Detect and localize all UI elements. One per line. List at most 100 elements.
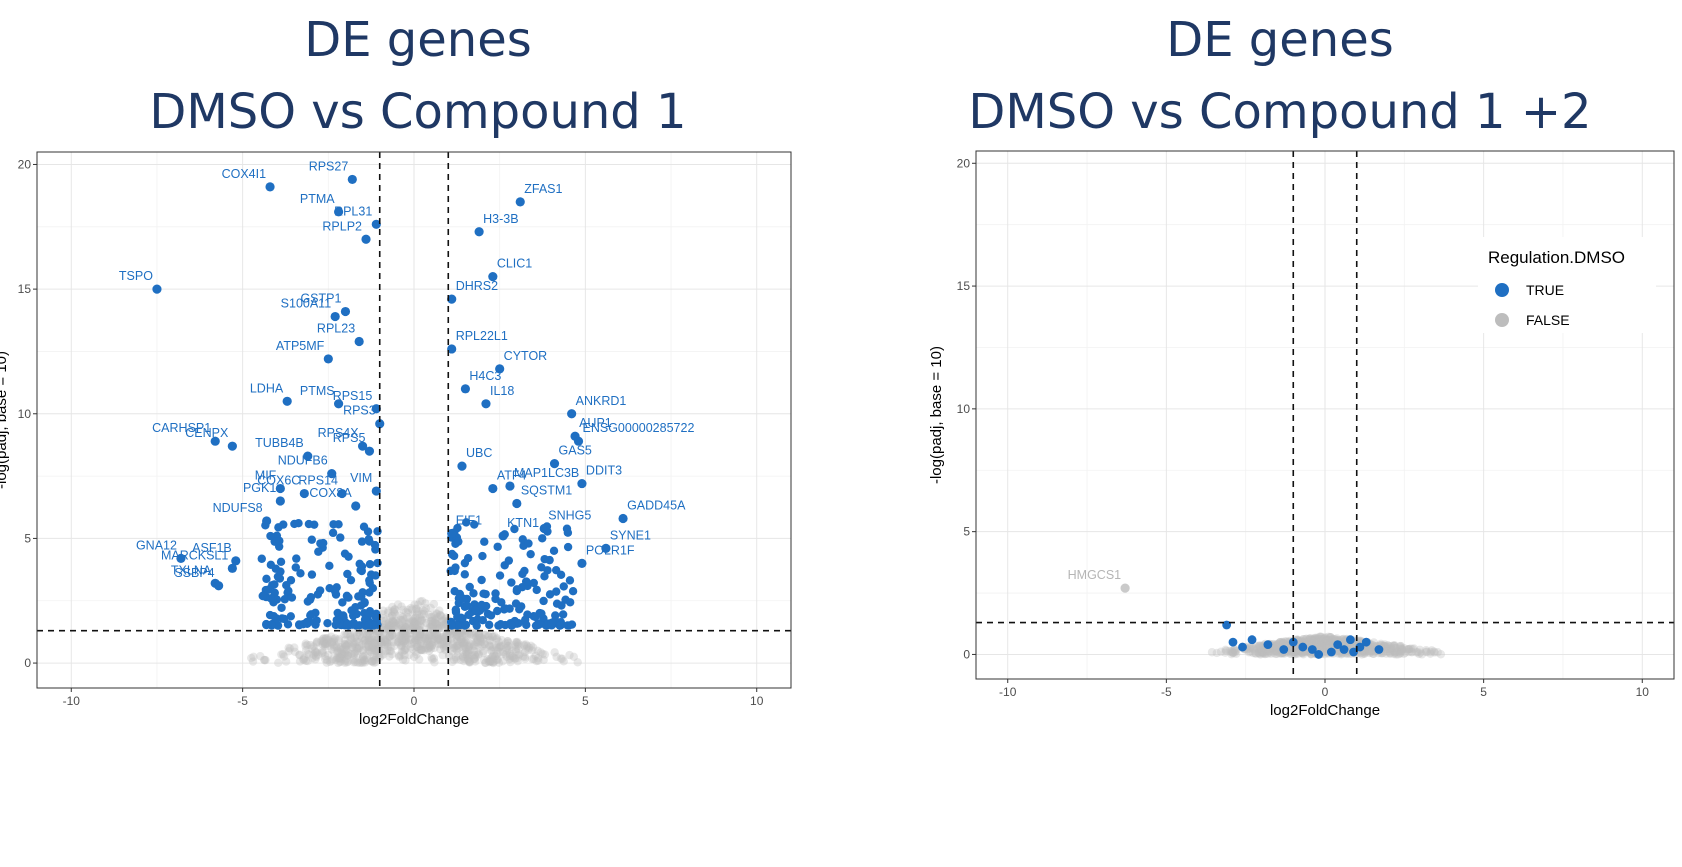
non-significant-point — [369, 639, 379, 648]
significant-point — [507, 621, 516, 630]
significant-point — [524, 539, 533, 548]
non-significant-point — [342, 658, 351, 667]
non-significant-point — [436, 640, 446, 649]
non-significant-point — [337, 651, 346, 660]
labeled-point-snhg5 — [539, 523, 549, 534]
non-significant-point — [1324, 640, 1334, 649]
gene-label: PTMS — [300, 384, 335, 398]
non-significant-point — [1230, 646, 1240, 655]
non-significant-point — [1272, 645, 1281, 655]
non-significant-point — [400, 622, 410, 631]
non-significant-point — [511, 640, 520, 649]
non-significant-point — [386, 613, 395, 623]
non-significant-point — [425, 640, 435, 649]
non-significant-point — [430, 615, 440, 625]
non-significant-point — [337, 654, 346, 663]
non-significant-point — [511, 642, 521, 651]
non-significant-point — [398, 613, 408, 622]
non-significant-point — [1275, 638, 1285, 647]
non-significant-point — [552, 652, 561, 662]
non-significant-point — [433, 612, 443, 622]
non-significant-point — [1271, 641, 1280, 651]
non-significant-point — [397, 643, 406, 652]
non-significant-point — [531, 651, 540, 660]
non-significant-point — [349, 650, 358, 660]
non-significant-point — [492, 634, 502, 643]
non-significant-point — [346, 632, 355, 641]
non-significant-point — [456, 635, 466, 645]
labeled-point-dhrs2 — [447, 294, 457, 304]
non-significant-point — [411, 635, 420, 645]
non-significant-point — [1275, 638, 1285, 647]
non-significant-point — [469, 633, 479, 643]
non-significant-point — [425, 631, 434, 640]
non-significant-point — [1317, 639, 1327, 649]
non-significant-point — [415, 629, 425, 638]
non-significant-point — [397, 636, 407, 645]
non-significant-point — [1272, 639, 1281, 649]
non-significant-point — [397, 602, 406, 611]
significant-point — [257, 554, 266, 563]
non-significant-point — [420, 634, 429, 643]
non-significant-point — [247, 653, 256, 663]
non-significant-point — [318, 646, 327, 656]
non-significant-point — [1228, 648, 1237, 657]
non-significant-point — [480, 639, 489, 649]
significant-point — [450, 566, 459, 576]
non-significant-point — [312, 648, 322, 657]
gene-label: TSPO — [119, 269, 153, 283]
non-significant-point — [366, 647, 375, 657]
non-significant-point — [487, 657, 496, 667]
non-significant-point — [360, 658, 370, 667]
non-significant-point — [1323, 639, 1332, 648]
non-significant-point — [387, 611, 397, 621]
non-significant-point — [1318, 640, 1328, 649]
non-significant-point — [1385, 649, 1395, 659]
non-significant-point — [465, 657, 474, 666]
right-title-line2: DMSO vs Compound 1 +2 — [968, 84, 1592, 140]
labeled-point-rps14 — [337, 488, 347, 499]
non-significant-point — [461, 643, 470, 652]
non-significant-point — [1404, 647, 1413, 657]
non-significant-point — [311, 655, 320, 664]
non-significant-point — [319, 634, 329, 643]
non-significant-point — [1278, 637, 1287, 647]
significant-point — [529, 578, 538, 588]
non-significant-point — [501, 650, 510, 659]
non-significant-point — [350, 639, 359, 648]
non-significant-point — [1317, 641, 1327, 650]
non-significant-point — [1399, 644, 1409, 653]
non-significant-point — [474, 649, 484, 658]
labeled-point-il18 — [481, 399, 491, 409]
significant-point — [539, 596, 548, 606]
non-significant-point — [417, 623, 427, 632]
non-significant-point — [440, 644, 449, 653]
non-significant-point — [1366, 646, 1375, 656]
non-significant-point — [401, 615, 410, 624]
non-significant-point — [409, 617, 418, 626]
significant-point — [480, 537, 489, 546]
non-significant-point — [429, 617, 438, 626]
significant-point — [323, 618, 332, 628]
gene-label: GNA12 — [136, 538, 177, 552]
non-significant-point — [492, 655, 501, 664]
non-significant-point — [400, 645, 410, 655]
non-significant-point — [388, 620, 397, 629]
non-significant-point — [348, 638, 358, 647]
non-significant-point — [431, 619, 440, 628]
non-significant-point — [477, 640, 486, 649]
non-significant-point — [333, 648, 342, 657]
non-significant-point — [389, 607, 398, 616]
non-significant-point — [398, 605, 408, 614]
gene-label: AUP1 — [579, 416, 612, 430]
non-significant-point — [323, 635, 333, 645]
non-significant-point — [376, 634, 385, 643]
non-significant-point — [520, 654, 530, 663]
non-significant-point — [1382, 642, 1391, 651]
non-significant-point — [450, 644, 459, 653]
non-significant-point — [334, 634, 344, 644]
non-significant-point — [439, 620, 449, 629]
non-significant-point — [447, 631, 457, 641]
non-significant-point — [281, 657, 291, 666]
non-significant-point — [337, 649, 347, 659]
